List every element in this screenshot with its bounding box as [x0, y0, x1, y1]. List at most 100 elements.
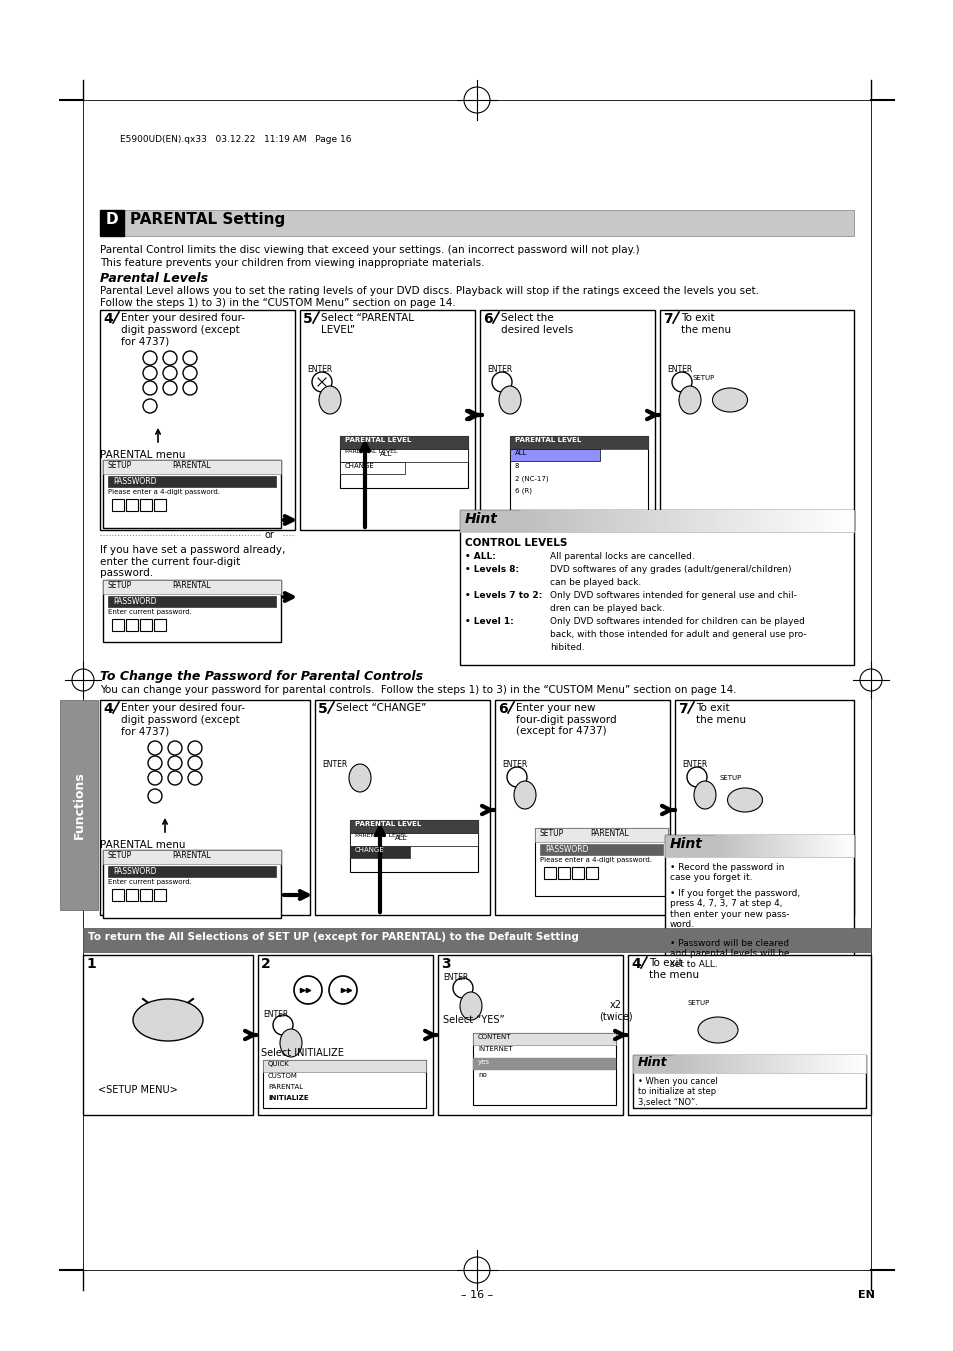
Text: SETUP: SETUP	[687, 1000, 709, 1006]
Text: Parental Level allows you to set the rating levels of your DVD discs. Playback w: Parental Level allows you to set the rat…	[100, 286, 759, 296]
Bar	[263, 1061, 426, 1071]
Ellipse shape	[727, 788, 761, 812]
Bar	[339, 449, 468, 462]
Bar	[100, 700, 310, 915]
Text: 7: 7	[678, 703, 687, 716]
Text: ENTER: ENTER	[322, 761, 347, 769]
Bar	[510, 449, 599, 461]
Bar	[108, 596, 275, 607]
Bar	[153, 619, 166, 631]
Bar	[140, 889, 152, 901]
Bar	[108, 476, 275, 486]
Bar	[659, 309, 853, 530]
Text: D: D	[106, 212, 118, 227]
Text: 6: 6	[497, 703, 507, 716]
Bar	[473, 1058, 616, 1070]
Text: 4: 4	[103, 312, 112, 326]
Bar	[633, 1055, 865, 1108]
Bar	[627, 955, 870, 1115]
Text: • Levels 7 to 2:: • Levels 7 to 2:	[464, 590, 541, 600]
Bar	[153, 499, 166, 511]
Ellipse shape	[679, 386, 700, 413]
Ellipse shape	[318, 386, 340, 413]
Text: INTERNET: INTERNET	[477, 1046, 512, 1052]
Text: Select “PARENTAL
LEVEL”: Select “PARENTAL LEVEL”	[320, 313, 414, 335]
Text: To exit
the menu: To exit the menu	[696, 703, 745, 724]
Bar	[535, 828, 667, 842]
Text: ENTER: ENTER	[501, 761, 527, 769]
Text: Please enter a 4-digit password.: Please enter a 4-digit password.	[108, 489, 220, 494]
Text: QUICK: QUICK	[268, 1061, 290, 1067]
Text: • Record the password in
case you forget it.: • Record the password in case you forget…	[669, 863, 783, 882]
Text: Functions: Functions	[72, 771, 86, 839]
Text: 3: 3	[440, 957, 450, 971]
Text: 2 (NC-17): 2 (NC-17)	[515, 476, 548, 481]
Text: SETUP: SETUP	[108, 851, 132, 861]
Bar	[558, 867, 569, 880]
Text: You can change your password for parental controls.  Follow the steps 1) to 3) i: You can change your password for parenta…	[100, 685, 736, 694]
Text: 5: 5	[303, 312, 313, 326]
Text: Select “CHANGE”: Select “CHANGE”	[335, 703, 426, 713]
Bar	[126, 889, 138, 901]
Text: can be played back.: can be played back.	[550, 578, 640, 586]
Bar	[126, 619, 138, 631]
Text: PARENTAL: PARENTAL	[172, 581, 211, 590]
Bar	[263, 1061, 426, 1108]
Text: ENTER: ENTER	[486, 365, 512, 374]
Text: • When you cancel
to initialize at step
3,select “NO”.: • When you cancel to initialize at step …	[638, 1077, 717, 1106]
Bar	[664, 835, 853, 994]
Bar	[473, 1034, 616, 1105]
Text: PARENTAL: PARENTAL	[268, 1084, 303, 1090]
Bar	[510, 436, 647, 449]
Bar	[459, 509, 853, 665]
Bar	[100, 309, 294, 530]
Text: • Levels 8:: • Levels 8:	[464, 565, 518, 574]
Bar	[543, 867, 556, 880]
Text: Hint: Hint	[464, 512, 497, 526]
Text: If you have set a password already,
enter the current four-digit
password.: If you have set a password already, ente…	[100, 544, 285, 578]
Bar	[299, 309, 475, 530]
Bar	[140, 619, 152, 631]
Text: PARENTAL LEVEL: PARENTAL LEVEL	[355, 834, 407, 838]
Text: CHANGE: CHANGE	[345, 463, 375, 469]
Text: CONTROL LEVELS: CONTROL LEVELS	[464, 538, 567, 549]
Text: back, with those intended for adult and general use pro-: back, with those intended for adult and …	[550, 630, 806, 639]
Bar	[103, 459, 281, 528]
Text: 6: 6	[482, 312, 492, 326]
Text: <SETUP MENU>: <SETUP MENU>	[98, 1085, 177, 1096]
Text: Enter your new
four-digit password
(except for 4737): Enter your new four-digit password (exce…	[516, 703, 616, 736]
Text: 4: 4	[630, 957, 640, 971]
Bar	[479, 309, 655, 530]
Text: EN: EN	[857, 1290, 874, 1300]
Ellipse shape	[349, 765, 371, 792]
Text: 8: 8	[515, 463, 519, 469]
Text: Please enter a 4-digit password.: Please enter a 4-digit password.	[539, 857, 651, 863]
Text: Enter current password.: Enter current password.	[108, 880, 192, 885]
Bar	[112, 619, 124, 631]
Text: x2
(twice): x2 (twice)	[598, 1000, 632, 1021]
Bar	[350, 820, 477, 834]
Text: PARENTAL Setting: PARENTAL Setting	[130, 212, 285, 227]
Ellipse shape	[693, 781, 716, 809]
Bar	[495, 700, 669, 915]
Bar	[350, 820, 477, 871]
Bar	[510, 436, 647, 513]
Bar	[83, 955, 253, 1115]
Text: no: no	[477, 1071, 486, 1078]
Text: ALL: ALL	[515, 450, 527, 457]
Text: Follow the steps 1) to 3) in the “CUSTOM Menu” section on page 14.: Follow the steps 1) to 3) in the “CUSTOM…	[100, 299, 456, 308]
Bar	[339, 462, 405, 474]
Text: PARENTAL menu: PARENTAL menu	[100, 450, 185, 459]
Text: • If you forget the password,
press 4, 7, 3, 7 at step 4,
then enter your new pa: • If you forget the password, press 4, 7…	[669, 889, 800, 929]
Bar	[473, 1034, 616, 1046]
Text: This feature prevents your children from viewing inappropriate materials.: This feature prevents your children from…	[100, 258, 484, 267]
Text: ALL: ALL	[395, 835, 407, 842]
Text: INITIALIZE: INITIALIZE	[268, 1096, 309, 1101]
Text: Parental Control limits the disc viewing that exceed your settings. (an incorrec: Parental Control limits the disc viewing…	[100, 245, 639, 255]
Bar	[350, 834, 477, 846]
Text: Parental Levels: Parental Levels	[100, 272, 208, 285]
Text: ENTER: ENTER	[442, 973, 468, 982]
Text: SETUP: SETUP	[108, 461, 132, 470]
Text: 4: 4	[103, 703, 112, 716]
Text: 7: 7	[662, 312, 672, 326]
